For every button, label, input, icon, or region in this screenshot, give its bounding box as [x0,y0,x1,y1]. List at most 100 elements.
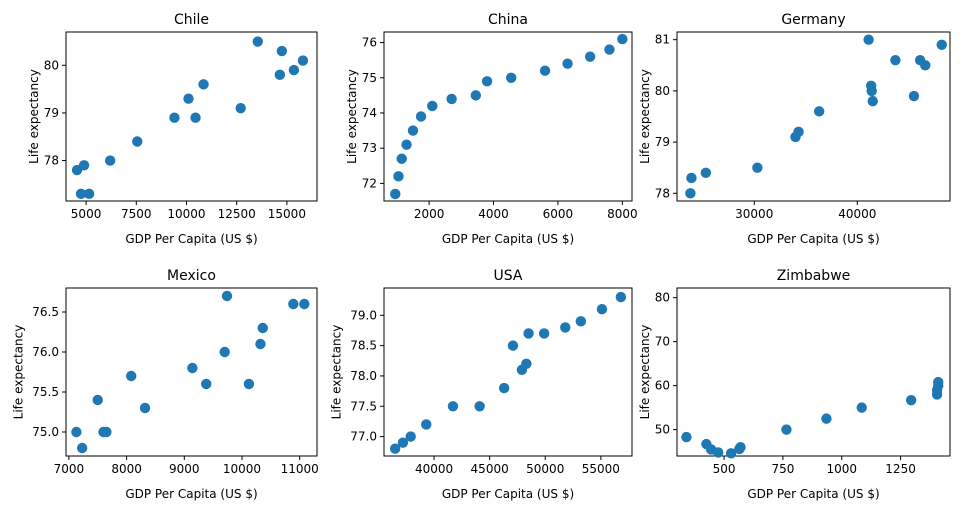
x-tick-label: 50000 [526,462,564,476]
scatter-point [521,358,532,370]
scatter-point [132,136,143,147]
scatter-point [712,447,724,458]
y-tick-label: 79.0 [350,308,377,322]
scatter-point [936,39,947,51]
x-tick-label: 30000 [735,207,773,221]
scatter-point [446,93,457,105]
y-axis-label: Life expectancy [345,69,359,164]
y-tick-label: 76.0 [32,345,59,359]
scatter-point [920,60,931,71]
subplot-zimbabwe: Zimbabwe 500 750 1000 1250 50 60 70 80 GDP Per Ca… [638,268,951,501]
axes-frame [383,287,633,457]
y-tick-label: 73 [362,141,377,155]
scatter-point [617,33,628,45]
y-tick-label: 79 [44,106,59,120]
subplot-china: China 2000 4000 6000 8000 72 73 74 75 76 GDP Per C… [345,12,638,246]
y-tick-label: 80 [44,58,59,72]
scatter-point [397,437,409,448]
scatter-point [407,125,419,136]
scatter-point [498,382,510,394]
x-tick-label: 6000 [543,207,574,221]
scatter-point [187,362,198,374]
y-axis-label: Life expectancy [27,69,41,164]
scatter-point [255,338,266,350]
y-tick-label: 77.5 [350,399,377,413]
x-tick-label: 9000 [169,462,200,476]
scatter-point [83,188,95,200]
y-tick-label: 77.0 [350,430,377,444]
x-tick-label: 750 [771,462,794,476]
x-tick-label: 15000 [268,207,306,221]
scatter-point [274,69,286,81]
scatter-point [538,328,550,339]
y-axis-label: Life expectancy [12,325,26,420]
y-tick-label: 75 [362,71,377,85]
y-axis-label: Life expectancy [638,325,652,420]
scatter-point [813,106,825,117]
x-tick-label: 500 [713,462,736,476]
x-tick-label: 40000 [838,207,876,221]
scatter-point [867,95,878,107]
y-tick-label: 74 [362,106,377,120]
scatter-point [288,298,299,310]
x-tick-label: 12500 [218,207,256,221]
x-axis-label: GDP Per Capita (US $) [442,487,574,501]
scatter-point [575,316,587,327]
scatter-point [139,402,151,414]
x-axis-label: GDP Per Capita (US $) [747,232,879,246]
scatter-point [481,76,493,87]
scatter-point [243,378,255,390]
y-tick-label: 79 [655,135,670,149]
scatter-point [562,58,573,69]
y-tick-label: 76 [362,36,377,50]
axes-frame [676,31,951,202]
scatter-point [905,394,917,406]
scatter-point [506,72,517,83]
y-tick-label: 78.5 [350,339,377,353]
y-tick-label: 76.5 [32,305,59,319]
scatter-point [890,54,901,66]
scatter-point [252,36,263,47]
axes-frame [383,31,633,202]
x-tick-label: 10000 [223,462,261,476]
scatter-point [71,426,82,438]
scatter-point [297,55,309,66]
x-tick-label: 11000 [281,462,319,476]
scatter-point [856,402,867,413]
scatter-point [596,304,608,315]
scatter-point [686,172,697,184]
scatter-point [276,45,288,57]
x-axis-label: GDP Per Capita (US $) [125,487,257,501]
scatter-point [821,413,832,424]
x-tick-label: 2000 [414,207,445,221]
scatter-point [389,443,401,454]
y-tick-label: 50 [655,423,670,437]
axes-frame [65,287,318,457]
scatter-point [390,188,401,200]
scatter-point [539,65,551,76]
y-tick-label: 81 [655,33,670,47]
scatter-point [447,401,459,412]
axes-frame [65,31,318,202]
x-tick-label: 55000 [582,462,620,476]
y-tick-label: 75.5 [32,385,59,399]
scatter-point [221,290,233,302]
x-tick-label: 1000 [826,462,857,476]
scatter-point [685,188,696,199]
scatter-point [101,426,112,438]
scatter-point [257,322,268,334]
x-tick-label: 1250 [885,462,916,476]
y-axis-label: Life expectancy [638,69,652,164]
scatter-point [396,153,407,164]
x-tick-label: 4000 [478,207,509,221]
scatter-point [560,322,571,333]
scatter-point [863,34,874,45]
scatter-point [470,90,481,101]
y-tick-label: 60 [655,379,670,393]
scatter-point [615,291,627,303]
x-tick-label: 7000 [54,462,85,476]
x-axis-label: GDP Per Capita (US $) [442,232,574,246]
scatter-point [190,112,201,123]
scatter-point [288,64,300,76]
scatter-point [92,394,103,406]
